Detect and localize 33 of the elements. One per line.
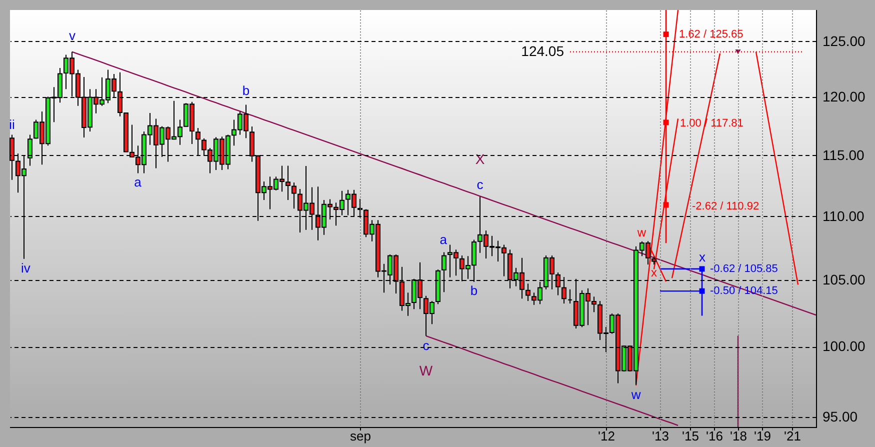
x-tick-label: '19: [754, 428, 771, 444]
annotation: -2.62 / 110.92: [692, 200, 760, 213]
annotation: 1.62 / 125.65: [679, 28, 744, 40]
y-tick-label: 115.00: [822, 146, 864, 163]
y-tick-label: 100.00: [822, 338, 866, 354]
annotation: b: [242, 83, 250, 98]
data-label: 124.05: [521, 42, 564, 59]
annotation: W: [419, 362, 434, 379]
x-tick-label: '15: [682, 428, 699, 444]
annotation: w: [630, 387, 642, 402]
x-tick-label: '13: [652, 428, 669, 444]
annotation: iv: [21, 260, 31, 276]
x-tick-label: '21: [784, 428, 801, 444]
x-tick-label: '16: [706, 428, 723, 444]
y-tick-label: 105.00: [822, 271, 866, 288]
annotation: w: [636, 226, 646, 240]
x-tick-label: '18: [730, 428, 747, 444]
annotation: a: [440, 232, 448, 247]
x-tick-label: sep: [350, 428, 371, 444]
annotation: b: [470, 283, 478, 298]
y-tick-label: 110.00: [822, 208, 864, 224]
x-tick-label: '12: [598, 428, 615, 444]
annotation: v: [69, 28, 76, 43]
annotation: x: [651, 266, 657, 280]
annotation: x: [699, 250, 706, 265]
y-tick-label: 95.00: [822, 408, 858, 424]
annotation: c: [476, 177, 484, 192]
y-tick-label: 120.00: [822, 88, 866, 105]
candlestick: [526, 283, 530, 302]
annotation: ii: [9, 117, 15, 132]
annotation: a: [134, 174, 142, 190]
candlestick: [292, 182, 296, 210]
y-tick-label: 125.00: [822, 32, 866, 49]
